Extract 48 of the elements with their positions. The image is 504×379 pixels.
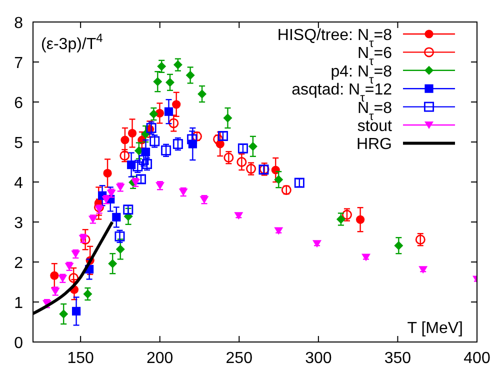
y-tick-label: 4 — [14, 175, 24, 192]
point — [223, 114, 232, 122]
x-axis-title: T [MeV] — [407, 320, 463, 337]
point — [187, 134, 198, 144]
x-tick-label: 250 — [226, 350, 253, 367]
point — [103, 168, 112, 178]
point — [72, 306, 81, 316]
point — [128, 128, 137, 138]
point — [186, 70, 195, 80]
y-axis-title: (ε-3p)/T$^{4}$ — [41, 31, 104, 53]
point — [336, 214, 346, 224]
x-tick-label: 150 — [67, 350, 94, 367]
point — [83, 290, 92, 298]
y-tick-label: 8 — [14, 15, 24, 32]
point — [108, 259, 118, 268]
y-tick-label: 1 — [14, 295, 24, 312]
point — [112, 212, 121, 222]
y-tick-label: 7 — [14, 55, 24, 72]
point — [120, 136, 130, 144]
point — [394, 241, 404, 250]
point — [236, 157, 247, 167]
x-tick-label: 300 — [305, 350, 332, 367]
point — [362, 254, 370, 262]
legend-label: HRG — [356, 136, 392, 154]
point — [356, 215, 365, 224]
point — [164, 107, 174, 116]
point — [59, 310, 68, 318]
point — [80, 234, 90, 245]
y-tick-label: 6 — [14, 95, 24, 112]
point — [172, 139, 183, 149]
x-tick-label: 400 — [464, 350, 490, 367]
point — [168, 118, 179, 128]
point — [50, 271, 59, 280]
point — [116, 244, 125, 254]
y-tick-label: 5 — [14, 135, 24, 152]
y-tick-label: 0 — [14, 335, 24, 352]
point — [172, 100, 181, 109]
point — [149, 110, 158, 118]
y-tick-label: 3 — [14, 215, 24, 232]
point — [153, 77, 162, 86]
point — [166, 78, 175, 87]
point — [173, 60, 182, 70]
x-tick-label: 350 — [384, 350, 412, 367]
point — [198, 90, 207, 98]
y-tick-label: 2 — [14, 255, 24, 272]
point — [248, 142, 258, 151]
x-tick-label: 200 — [146, 350, 174, 367]
point — [312, 240, 322, 248]
